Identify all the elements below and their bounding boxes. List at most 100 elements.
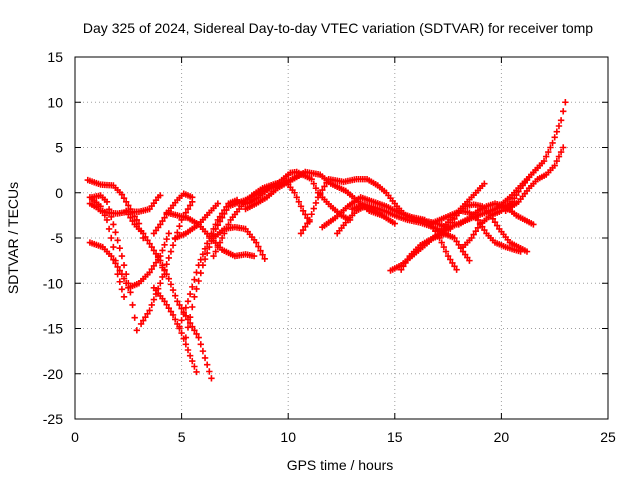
data-point [319, 186, 326, 194]
data-point [474, 216, 482, 224]
data-track [502, 144, 567, 215]
data-point [159, 273, 166, 281]
data-point [436, 234, 443, 242]
data-point [154, 252, 162, 260]
data-point [105, 206, 113, 213]
data-point [447, 223, 454, 230]
data-point [144, 310, 151, 317]
data-point [108, 252, 115, 260]
data-point [172, 292, 179, 299]
data-point [210, 252, 217, 260]
data-point [159, 247, 166, 254]
data-point [122, 280, 130, 287]
data-track [172, 200, 222, 242]
data-point [167, 248, 175, 255]
data-point [530, 221, 537, 228]
data-point [133, 216, 141, 224]
y-axis-label: SDTVAR / TECUs [5, 182, 21, 294]
data-point [453, 238, 460, 245]
y-tick-label: 5 [55, 140, 63, 156]
data-point [127, 289, 134, 296]
data-point [310, 180, 317, 187]
data-point [444, 226, 452, 234]
data-point [216, 239, 224, 246]
y-tick-label: 15 [47, 49, 63, 65]
data-point [312, 199, 320, 207]
data-point [316, 190, 324, 197]
data-point [442, 248, 450, 255]
data-point [189, 303, 196, 311]
data-point [157, 280, 164, 287]
data-point [186, 290, 194, 298]
x-tick-label: 5 [178, 429, 186, 445]
data-point [110, 256, 117, 263]
data-point [120, 293, 128, 301]
data-point [140, 317, 147, 324]
data-point [223, 206, 230, 214]
data-point [442, 230, 450, 237]
data-point [199, 251, 207, 258]
data-point [184, 346, 192, 354]
data-point [250, 252, 258, 260]
x-tick-label: 10 [280, 429, 296, 445]
data-point [255, 243, 262, 250]
data-point [122, 207, 130, 215]
data-point [432, 228, 439, 235]
data-point [549, 139, 556, 147]
data-point [510, 195, 518, 202]
data-point [118, 191, 126, 198]
data-point [193, 330, 200, 338]
data-point [116, 278, 123, 285]
data-point [304, 220, 311, 227]
data-point [557, 148, 565, 156]
data-point [142, 313, 149, 321]
data-point [553, 128, 561, 135]
data-point [137, 320, 145, 328]
data-point [493, 222, 501, 229]
data-point [150, 247, 158, 254]
data-point [199, 261, 207, 269]
data-point [214, 243, 222, 251]
data-point [112, 229, 119, 236]
data-point [142, 233, 149, 241]
data-point [547, 144, 554, 151]
data-point [110, 243, 117, 251]
data-point [472, 228, 480, 235]
data-track [210, 223, 268, 263]
data-point [470, 231, 477, 238]
data-point [404, 256, 411, 263]
data-point [114, 237, 121, 244]
data-point [140, 230, 147, 237]
data-point [120, 275, 128, 282]
data-track [86, 230, 173, 291]
x-axis-label: GPS time / hours [287, 457, 394, 473]
data-point [118, 286, 126, 293]
data-tracks [84, 99, 569, 382]
data-point [112, 260, 119, 267]
data-point [203, 249, 211, 257]
data-point [161, 266, 168, 273]
data-track [496, 99, 569, 210]
data-point [551, 134, 558, 141]
data-track [438, 180, 488, 233]
data-point [555, 122, 563, 130]
y-tick-label: -5 [51, 230, 64, 246]
data-point [189, 283, 196, 291]
data-point [402, 259, 409, 267]
data-point [146, 240, 153, 247]
data-point [201, 255, 209, 263]
data-point [201, 245, 209, 253]
data-point [169, 286, 177, 294]
data-point [174, 298, 181, 305]
data-point [161, 298, 168, 305]
data-point [161, 214, 168, 221]
data-point [308, 175, 315, 183]
data-point [161, 241, 168, 248]
data-point [449, 259, 456, 267]
data-point [555, 153, 563, 160]
data-track [122, 207, 168, 278]
data-point [453, 266, 460, 273]
data-point [131, 314, 138, 321]
data-point [150, 296, 158, 303]
data-point [184, 298, 192, 305]
